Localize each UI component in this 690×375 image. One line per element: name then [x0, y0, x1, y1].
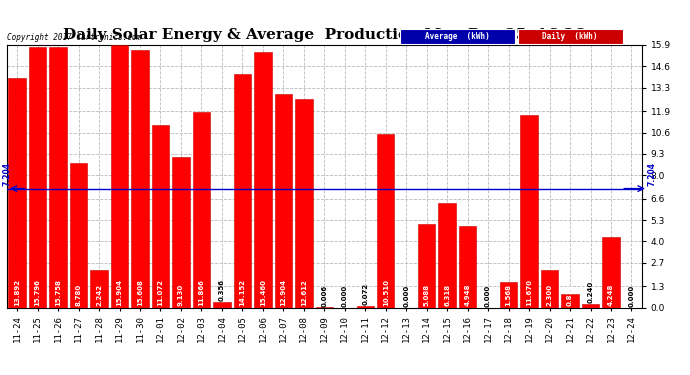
- Text: 0.006: 0.006: [322, 285, 327, 307]
- Text: 0.240: 0.240: [587, 280, 593, 303]
- Bar: [152, 125, 169, 308]
- Bar: [70, 162, 87, 308]
- Text: 0.000: 0.000: [342, 284, 348, 307]
- Text: Daily  (kWh): Daily (kWh): [542, 32, 598, 41]
- Text: 8.780: 8.780: [76, 284, 81, 306]
- FancyBboxPatch shape: [518, 29, 622, 44]
- Text: 12.904: 12.904: [280, 279, 286, 306]
- Text: 15.758: 15.758: [55, 279, 61, 306]
- Bar: [90, 270, 108, 308]
- Bar: [500, 282, 518, 308]
- Text: 13.892: 13.892: [14, 279, 20, 306]
- Text: 11.670: 11.670: [526, 279, 532, 306]
- Title: Daily Solar Energy & Average  Production Mon Dec 25  16:26: Daily Solar Energy & Average Production …: [63, 28, 585, 42]
- Bar: [438, 203, 456, 308]
- Bar: [377, 134, 395, 308]
- FancyBboxPatch shape: [400, 29, 515, 44]
- Bar: [562, 294, 579, 307]
- Text: 2.300: 2.300: [546, 284, 553, 306]
- Text: 11.072: 11.072: [157, 279, 164, 306]
- Text: 15.904: 15.904: [117, 279, 123, 306]
- Text: Copyright 2017 Cartronics.com: Copyright 2017 Cartronics.com: [7, 33, 141, 42]
- Bar: [50, 47, 67, 308]
- Text: 14.152: 14.152: [239, 279, 246, 306]
- Text: Average  (kWh): Average (kWh): [425, 32, 490, 41]
- Bar: [582, 303, 599, 307]
- Text: 10.510: 10.510: [383, 279, 388, 306]
- Bar: [8, 78, 26, 308]
- Text: 0.812: 0.812: [567, 284, 573, 306]
- Text: 4.948: 4.948: [464, 284, 471, 306]
- Bar: [418, 224, 435, 308]
- Text: 7.204: 7.204: [2, 162, 12, 186]
- Text: 0.000: 0.000: [403, 284, 409, 307]
- Bar: [29, 47, 46, 308]
- Bar: [111, 45, 128, 308]
- Text: 2.242: 2.242: [96, 284, 102, 306]
- Text: 0.356: 0.356: [219, 279, 225, 301]
- Bar: [275, 94, 292, 308]
- Text: 15.608: 15.608: [137, 279, 143, 306]
- Bar: [459, 226, 476, 308]
- Text: 15.460: 15.460: [260, 279, 266, 306]
- Bar: [254, 52, 272, 308]
- Bar: [295, 99, 313, 308]
- Bar: [520, 115, 538, 308]
- Text: 5.088: 5.088: [424, 284, 430, 306]
- Text: 0.000: 0.000: [485, 284, 491, 307]
- Text: 0.000: 0.000: [629, 284, 635, 307]
- Text: 4.248: 4.248: [608, 284, 614, 306]
- Bar: [357, 306, 374, 308]
- Bar: [213, 302, 230, 307]
- Text: 1.568: 1.568: [506, 284, 511, 306]
- Text: 7.204: 7.204: [647, 162, 656, 186]
- Text: 9.130: 9.130: [178, 284, 184, 306]
- Text: 12.612: 12.612: [301, 279, 307, 306]
- Bar: [193, 112, 210, 308]
- Bar: [234, 74, 251, 308]
- Bar: [541, 270, 558, 308]
- Text: 11.866: 11.866: [199, 279, 204, 306]
- Bar: [172, 157, 190, 308]
- Text: 0.072: 0.072: [362, 284, 368, 306]
- Bar: [131, 50, 149, 308]
- Bar: [602, 237, 620, 308]
- Text: 15.796: 15.796: [34, 279, 41, 306]
- Text: 6.318: 6.318: [444, 284, 450, 306]
